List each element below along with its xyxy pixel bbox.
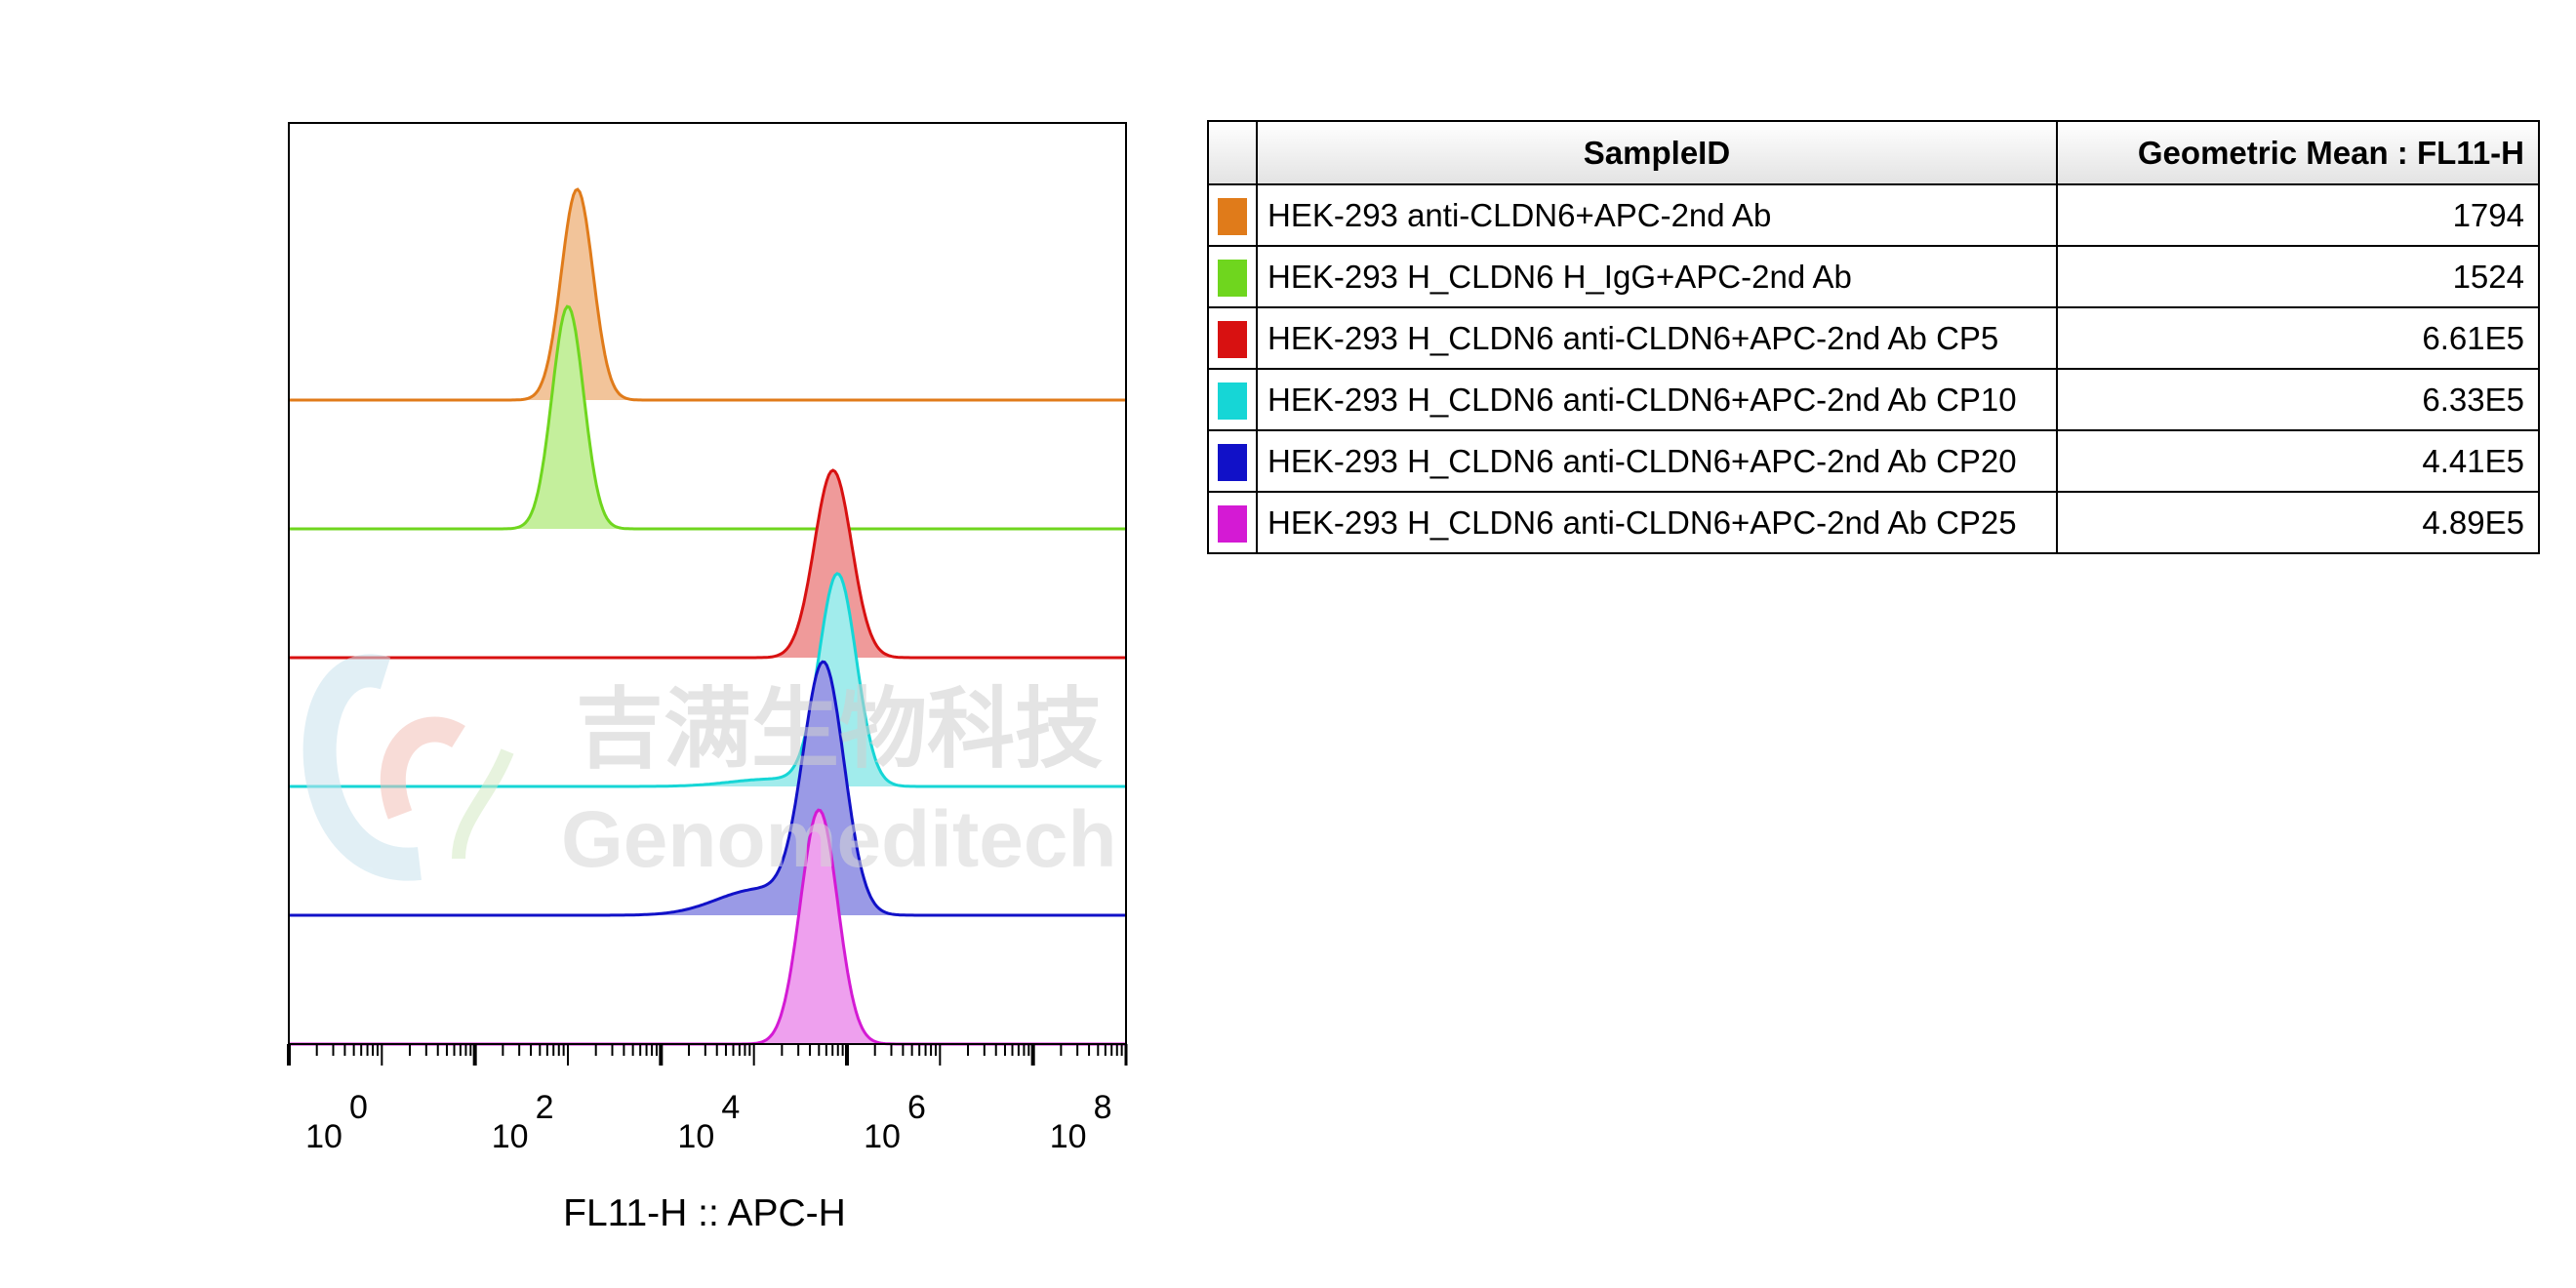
histogram-line-1 bbox=[289, 187, 1126, 402]
watermark-logo-arc bbox=[302, 654, 422, 881]
x-tick-label-base-1: 10 bbox=[492, 1118, 529, 1155]
table-row: HEK-293 H_CLDN6 anti-CLDN6+APC-2nd Ab CP… bbox=[1207, 429, 2540, 493]
plot-frame bbox=[288, 122, 1127, 1045]
color-swatch bbox=[1218, 443, 1247, 481]
swatch-cell bbox=[1207, 491, 1258, 554]
color-swatch bbox=[1218, 259, 1247, 297]
histogram-line-2 bbox=[289, 304, 1126, 531]
swatch-cell bbox=[1207, 306, 1258, 370]
geometric-mean-cell: 4.89E5 bbox=[2056, 491, 2540, 554]
swatch-header bbox=[1207, 120, 1258, 185]
histogram-line-4 bbox=[289, 572, 1126, 788]
x-axis-label: FL11-H :: APC-H bbox=[563, 1192, 846, 1234]
table-row: HEK-293 H_CLDN6 anti-CLDN6+APC-2nd Ab CP… bbox=[1207, 368, 2540, 431]
swatch-cell bbox=[1207, 368, 1258, 431]
histogram-fill-3 bbox=[289, 470, 1126, 658]
watermark-cn: 吉满生物科技 bbox=[576, 678, 1103, 781]
swatch-cell bbox=[1207, 245, 1258, 308]
sample-id-cell: HEK-293 H_CLDN6 H_IgG+APC-2nd Ab bbox=[1256, 245, 2058, 308]
x-tick-label-base-0: 10 bbox=[305, 1118, 342, 1155]
x-tick-label-base-4: 10 bbox=[1050, 1118, 1087, 1155]
color-swatch bbox=[1218, 197, 1247, 235]
series-layer bbox=[289, 187, 1126, 1046]
watermark-logo-red bbox=[380, 716, 465, 820]
x-tick-label-base-3: 10 bbox=[864, 1118, 901, 1155]
swatch-cell bbox=[1207, 183, 1258, 247]
swatch-cell bbox=[1207, 429, 1258, 493]
watermark: 吉满生物科技 Genomeditech bbox=[302, 654, 1117, 884]
sample-id-cell: HEK-293 H_CLDN6 anti-CLDN6+APC-2nd Ab CP… bbox=[1256, 368, 2058, 431]
x-tick-label-exp-4: 8 bbox=[1094, 1089, 1112, 1126]
watermark-en: Genomeditech bbox=[561, 795, 1117, 884]
color-swatch bbox=[1218, 382, 1247, 420]
color-swatch bbox=[1218, 320, 1247, 358]
sample-id-cell: HEK-293 H_CLDN6 anti-CLDN6+APC-2nd Ab CP… bbox=[1256, 429, 2058, 493]
color-swatch bbox=[1218, 504, 1247, 543]
x-tick-label-exp-2: 4 bbox=[721, 1089, 740, 1126]
geometric-mean-cell: 4.41E5 bbox=[2056, 429, 2540, 493]
sample-id-cell: HEK-293 anti-CLDN6+APC-2nd Ab bbox=[1256, 183, 2058, 247]
histogram-line-5 bbox=[289, 660, 1126, 917]
table-row: HEK-293 H_CLDN6 anti-CLDN6+APC-2nd Ab CP… bbox=[1207, 306, 2540, 370]
legend-table: SampleID Geometric Mean : FL11-H HEK-293… bbox=[1207, 120, 2540, 554]
geometric-mean-cell: 1524 bbox=[2056, 245, 2540, 308]
histogram-fill-2 bbox=[289, 306, 1126, 529]
header-geometric-mean: Geometric Mean : FL11-H bbox=[2056, 120, 2540, 185]
geometric-mean-cell: 6.61E5 bbox=[2056, 306, 2540, 370]
sample-id-cell: HEK-293 H_CLDN6 anti-CLDN6+APC-2nd Ab CP… bbox=[1256, 306, 2058, 370]
histogram-line-3 bbox=[289, 468, 1126, 660]
sample-id-cell: HEK-293 H_CLDN6 anti-CLDN6+APC-2nd Ab CP… bbox=[1256, 491, 2058, 554]
geometric-mean-cell: 6.33E5 bbox=[2056, 368, 2540, 431]
table-row: HEK-293 H_CLDN6 anti-CLDN6+APC-2nd Ab CP… bbox=[1207, 491, 2540, 554]
histogram-fill-1 bbox=[289, 189, 1126, 400]
x-tick-label-exp-3: 6 bbox=[907, 1089, 926, 1126]
geometric-mean-cell: 1794 bbox=[2056, 183, 2540, 247]
x-tick-label-exp-1: 2 bbox=[536, 1089, 554, 1126]
table-row: HEK-293 anti-CLDN6+APC-2nd Ab 1794 bbox=[1207, 183, 2540, 247]
x-tick-label-base-2: 10 bbox=[677, 1118, 714, 1155]
x-tick-label-exp-0: 0 bbox=[349, 1089, 368, 1126]
watermark-logo-green bbox=[452, 748, 514, 860]
table-row: HEK-293 H_CLDN6 H_IgG+APC-2nd Ab 1524 bbox=[1207, 245, 2540, 308]
header-sample-id: SampleID bbox=[1256, 120, 2058, 185]
